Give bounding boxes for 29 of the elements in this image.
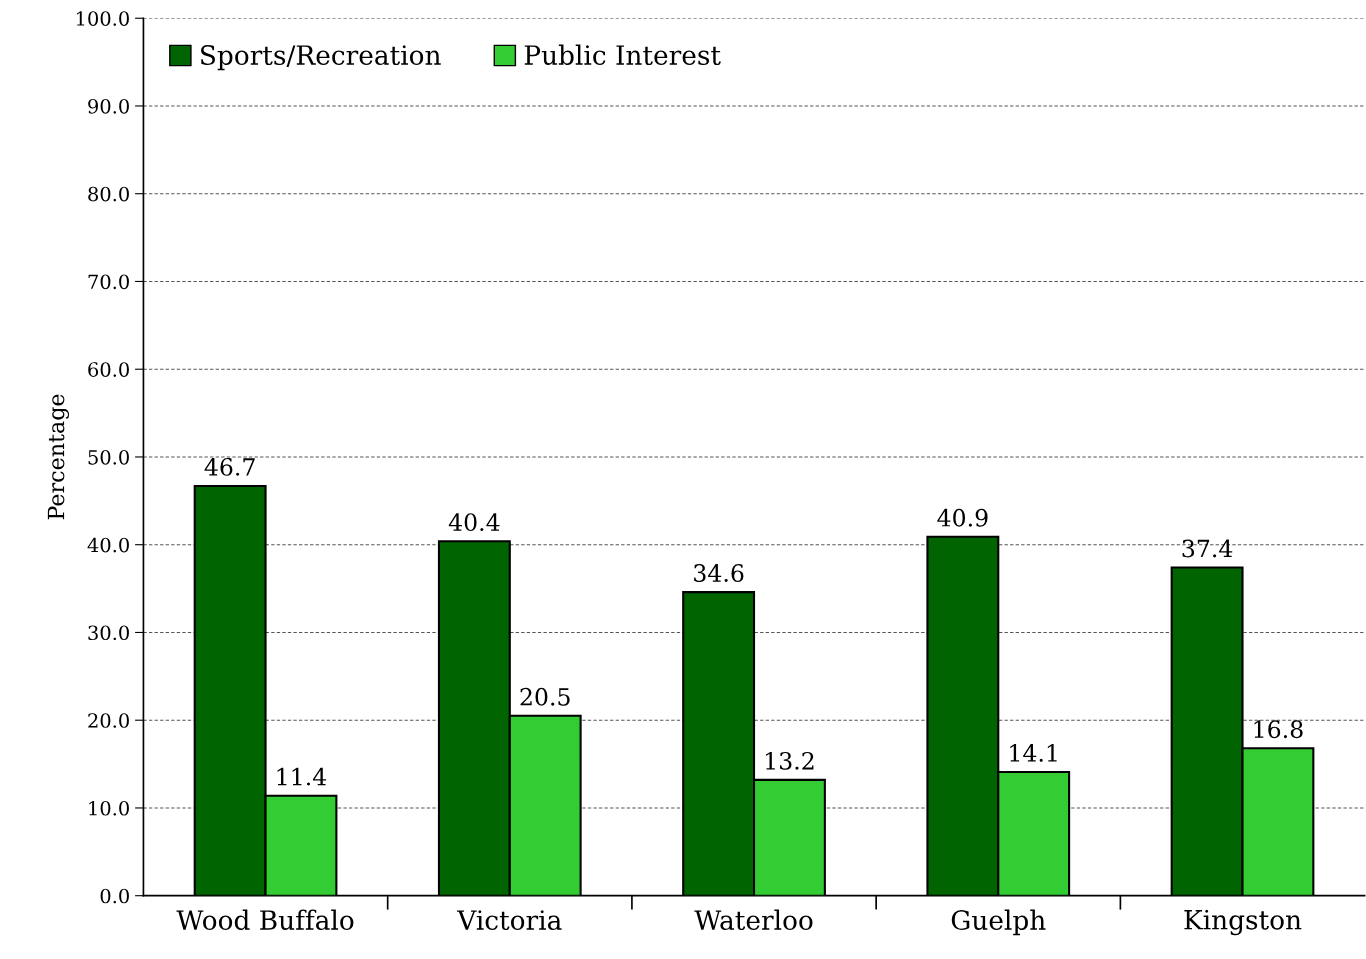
y-tick-label: 80.0 bbox=[88, 186, 129, 202]
y-tick-label: 60.0 bbox=[88, 362, 129, 377]
y-tick-label: 70.0 bbox=[88, 274, 129, 290]
data-label: 14.1 bbox=[1010, 743, 1057, 762]
data-label: 46.7 bbox=[204, 457, 255, 476]
y-tick-label: 30.0 bbox=[88, 625, 129, 641]
y-tick-label: 0.0 bbox=[100, 888, 129, 904]
x-tick-label: Victoria bbox=[456, 910, 562, 931]
x-tick-label: Waterloo bbox=[694, 909, 813, 931]
y-axis-title: Percentage bbox=[47, 394, 70, 520]
legend-label: Sports/Recreation bbox=[201, 45, 441, 71]
y-tick-label: 10.0 bbox=[89, 800, 129, 816]
y-tick-label: 20.0 bbox=[88, 713, 129, 728]
data-label: 13.2 bbox=[766, 751, 814, 770]
data-label: 20.5 bbox=[520, 687, 570, 706]
x-tick-label: Wood Buffalo bbox=[176, 909, 354, 931]
data-label: 16.8 bbox=[1254, 720, 1303, 739]
data-label: 11.4 bbox=[277, 767, 327, 786]
y-tick-label: 100.0 bbox=[76, 11, 129, 26]
data-label: 40.4 bbox=[448, 513, 500, 532]
data-label: 40.9 bbox=[937, 508, 988, 527]
data-label: 34.6 bbox=[694, 564, 744, 582]
legend-label: Public Interest bbox=[524, 44, 721, 66]
x-tick-label: Kingston bbox=[1184, 909, 1302, 936]
y-tick-label: 90.0 bbox=[88, 98, 129, 114]
x-tick-label: Guelph bbox=[951, 909, 1046, 936]
data-label: 37.4 bbox=[1182, 539, 1233, 558]
y-tick-label: 50.0 bbox=[88, 449, 129, 465]
y-tick-label: 40.0 bbox=[87, 537, 129, 553]
